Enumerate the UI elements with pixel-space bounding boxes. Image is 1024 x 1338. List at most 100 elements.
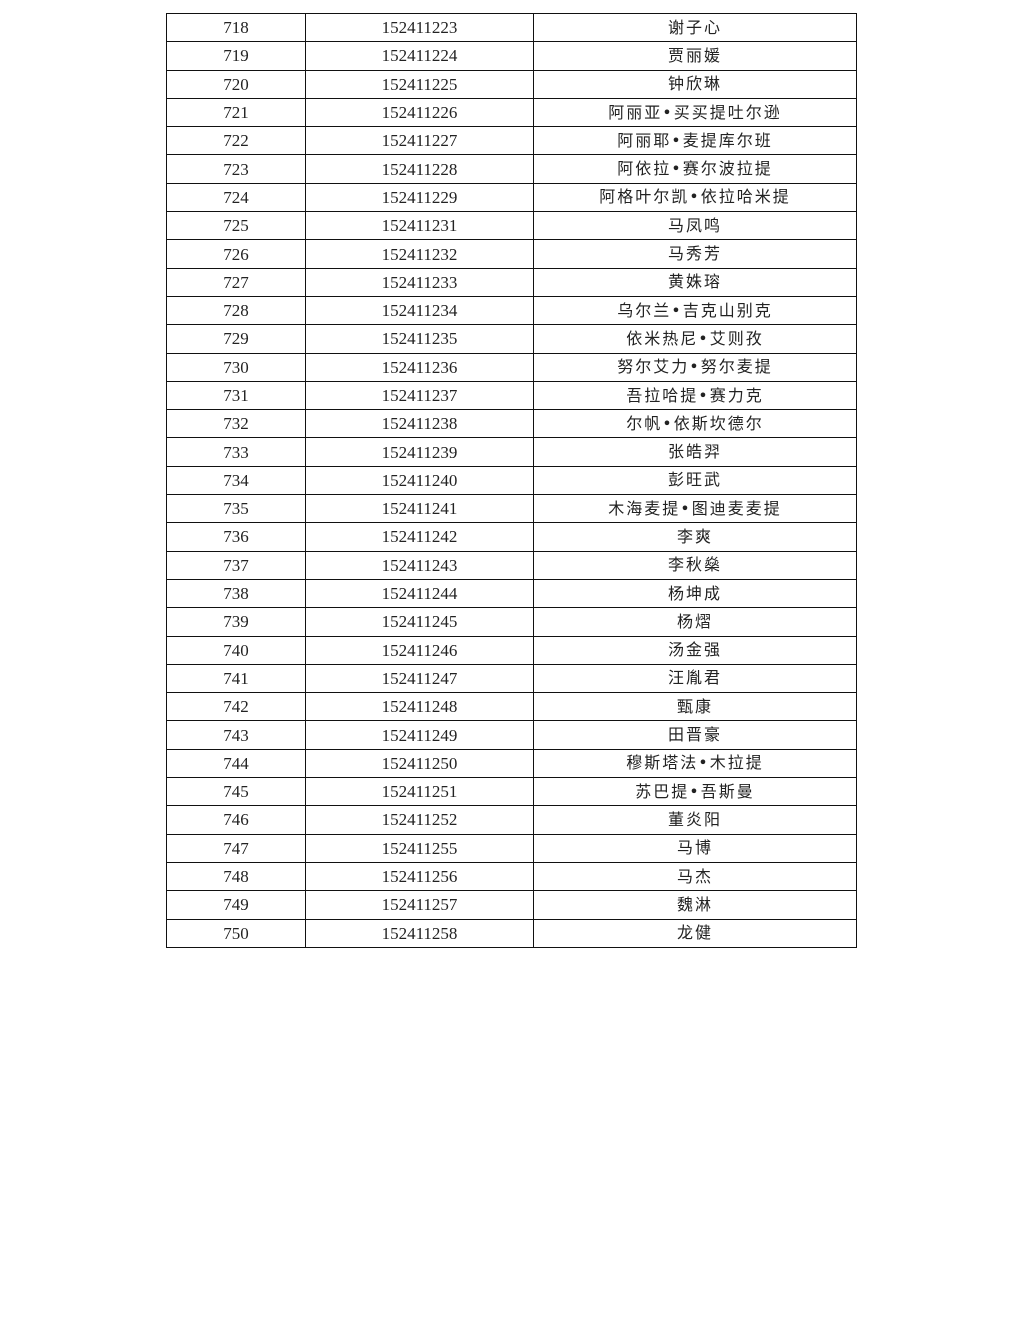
table-row: 750 152411258 龙健 xyxy=(166,918,857,948)
table-row: 719 152411224 贾丽媛 xyxy=(166,41,857,71)
student-name-cell: 乌尔兰•吉克山别克 xyxy=(533,295,857,326)
student-name-cell: 黄姝瑢 xyxy=(533,267,857,297)
student-name-cell: 贾丽媛 xyxy=(533,41,857,71)
student-id-cell: 152411238 xyxy=(305,409,534,439)
row-number-cell: 735 xyxy=(166,494,306,524)
student-id-cell: 152411244 xyxy=(305,578,534,609)
row-number-cell: 722 xyxy=(166,126,306,156)
row-number-cell: 731 xyxy=(166,380,306,411)
row-number-cell: 738 xyxy=(166,578,306,609)
student-id-cell: 152411250 xyxy=(305,748,534,779)
student-id-cell: 152411243 xyxy=(305,550,534,580)
student-id-cell: 152411235 xyxy=(305,324,534,354)
student-name-cell: 李爽 xyxy=(533,522,857,552)
table-row: 738 152411244 杨坤成 xyxy=(166,578,857,609)
student-id-cell: 152411236 xyxy=(305,352,534,382)
student-name-cell: 阿丽耶•麦提库尔班 xyxy=(533,126,857,156)
student-id-cell: 152411255 xyxy=(305,833,534,863)
student-name-cell: 依米热尼•艾则孜 xyxy=(533,324,857,354)
table-row: 729 152411235 依米热尼•艾则孜 xyxy=(166,324,857,354)
student-name-cell: 马杰 xyxy=(533,861,857,892)
row-number-cell: 740 xyxy=(166,635,306,665)
student-id-cell: 152411226 xyxy=(305,97,534,128)
student-id-cell: 152411249 xyxy=(305,720,534,750)
student-id-cell: 152411239 xyxy=(305,437,534,467)
student-list-table: 718 152411223 谢子心 719 152411224 贾丽媛 720 1524112… xyxy=(166,12,857,948)
table-row: 749 152411257 魏淋 xyxy=(166,890,857,920)
student-id-cell: 152411225 xyxy=(305,69,534,99)
student-id-cell: 152411258 xyxy=(305,918,534,948)
table-row: 725 152411231 马凤鸣 xyxy=(166,211,857,241)
row-number-cell: 748 xyxy=(166,861,306,892)
student-name-cell: 苏巴提•吾斯曼 xyxy=(533,777,857,807)
table-row: 732 152411238 尔帆•依斯坎德尔 xyxy=(166,409,857,439)
table-row: 743 152411249 田晋豪 xyxy=(166,720,857,750)
student-id-cell: 152411251 xyxy=(305,777,534,807)
row-number-cell: 719 xyxy=(166,41,306,71)
table-row: 721 152411226 阿丽亚•买买提吐尔逊 xyxy=(166,97,857,128)
table-row: 730 152411236 努尔艾力•努尔麦提 xyxy=(166,352,857,382)
table-row: 744 152411250 穆斯塔法•木拉提 xyxy=(166,748,857,779)
table-row: 745 152411251 苏巴提•吾斯曼 xyxy=(166,777,857,807)
student-id-cell: 152411229 xyxy=(305,182,534,213)
row-number-cell: 725 xyxy=(166,211,306,241)
table-row: 742 152411248 甄康 xyxy=(166,692,857,722)
student-name-cell: 田晋豪 xyxy=(533,720,857,750)
row-number-cell: 741 xyxy=(166,663,306,694)
row-number-cell: 727 xyxy=(166,267,306,297)
table-row: 736 152411242 李爽 xyxy=(166,522,857,552)
student-name-cell: 木海麦提•图迪麦麦提 xyxy=(533,494,857,524)
table-row: 726 152411232 马秀芳 xyxy=(166,239,857,269)
student-name-cell: 甄康 xyxy=(533,692,857,722)
row-number-cell: 744 xyxy=(166,748,306,779)
row-number-cell: 739 xyxy=(166,607,306,637)
row-number-cell: 750 xyxy=(166,918,306,948)
student-id-cell: 152411234 xyxy=(305,295,534,326)
row-number-cell: 737 xyxy=(166,550,306,580)
student-name-cell: 阿丽亚•买买提吐尔逊 xyxy=(533,97,857,128)
table-row: 727 152411233 黄姝瑢 xyxy=(166,267,857,297)
row-number-cell: 743 xyxy=(166,720,306,750)
student-name-cell: 马博 xyxy=(533,833,857,863)
row-number-cell: 749 xyxy=(166,890,306,920)
student-id-cell: 152411233 xyxy=(305,267,534,297)
student-name-cell: 穆斯塔法•木拉提 xyxy=(533,748,857,779)
row-number-cell: 733 xyxy=(166,437,306,467)
student-name-cell: 董炎阳 xyxy=(533,805,857,835)
table-row: 731 152411237 吾拉哈提•赛力克 xyxy=(166,380,857,411)
row-number-cell: 746 xyxy=(166,805,306,835)
student-id-cell: 152411247 xyxy=(305,663,534,694)
student-name-cell: 龙健 xyxy=(533,918,857,948)
student-id-cell: 152411242 xyxy=(305,522,534,552)
student-id-cell: 152411245 xyxy=(305,607,534,637)
student-id-cell: 152411240 xyxy=(305,465,534,496)
row-number-cell: 718 xyxy=(166,12,306,43)
table-row: 723 152411228 阿依拉•赛尔波拉提 xyxy=(166,154,857,184)
row-number-cell: 729 xyxy=(166,324,306,354)
student-name-cell: 阿格叶尔凯•依拉哈米提 xyxy=(533,182,857,213)
student-name-cell: 谢子心 xyxy=(533,12,857,43)
student-name-cell: 彭旺武 xyxy=(533,465,857,496)
table-row: 718 152411223 谢子心 xyxy=(166,12,857,43)
table-row: 724 152411229 阿格叶尔凯•依拉哈米提 xyxy=(166,182,857,213)
student-name-cell: 魏淋 xyxy=(533,890,857,920)
row-number-cell: 726 xyxy=(166,239,306,269)
row-number-cell: 745 xyxy=(166,777,306,807)
table-body: 718 152411223 谢子心 719 152411224 贾丽媛 720 1524112… xyxy=(166,12,857,948)
student-id-cell: 152411237 xyxy=(305,380,534,411)
student-name-cell: 汤金强 xyxy=(533,635,857,665)
student-name-cell: 汪胤君 xyxy=(533,663,857,694)
table-row: 737 152411243 李秋燊 xyxy=(166,550,857,580)
table-row: 741 152411247 汪胤君 xyxy=(166,663,857,694)
table-row: 722 152411227 阿丽耶•麦提库尔班 xyxy=(166,126,857,156)
table-row: 720 152411225 钟欣琳 xyxy=(166,69,857,99)
student-id-cell: 152411223 xyxy=(305,12,534,43)
student-name-cell: 李秋燊 xyxy=(533,550,857,580)
student-id-cell: 152411252 xyxy=(305,805,534,835)
table-row: 728 152411234 乌尔兰•吉克山别克 xyxy=(166,295,857,326)
student-name-cell: 马秀芳 xyxy=(533,239,857,269)
student-id-cell: 152411248 xyxy=(305,692,534,722)
student-id-cell: 152411241 xyxy=(305,494,534,524)
student-id-cell: 152411246 xyxy=(305,635,534,665)
student-name-cell: 钟欣琳 xyxy=(533,69,857,99)
